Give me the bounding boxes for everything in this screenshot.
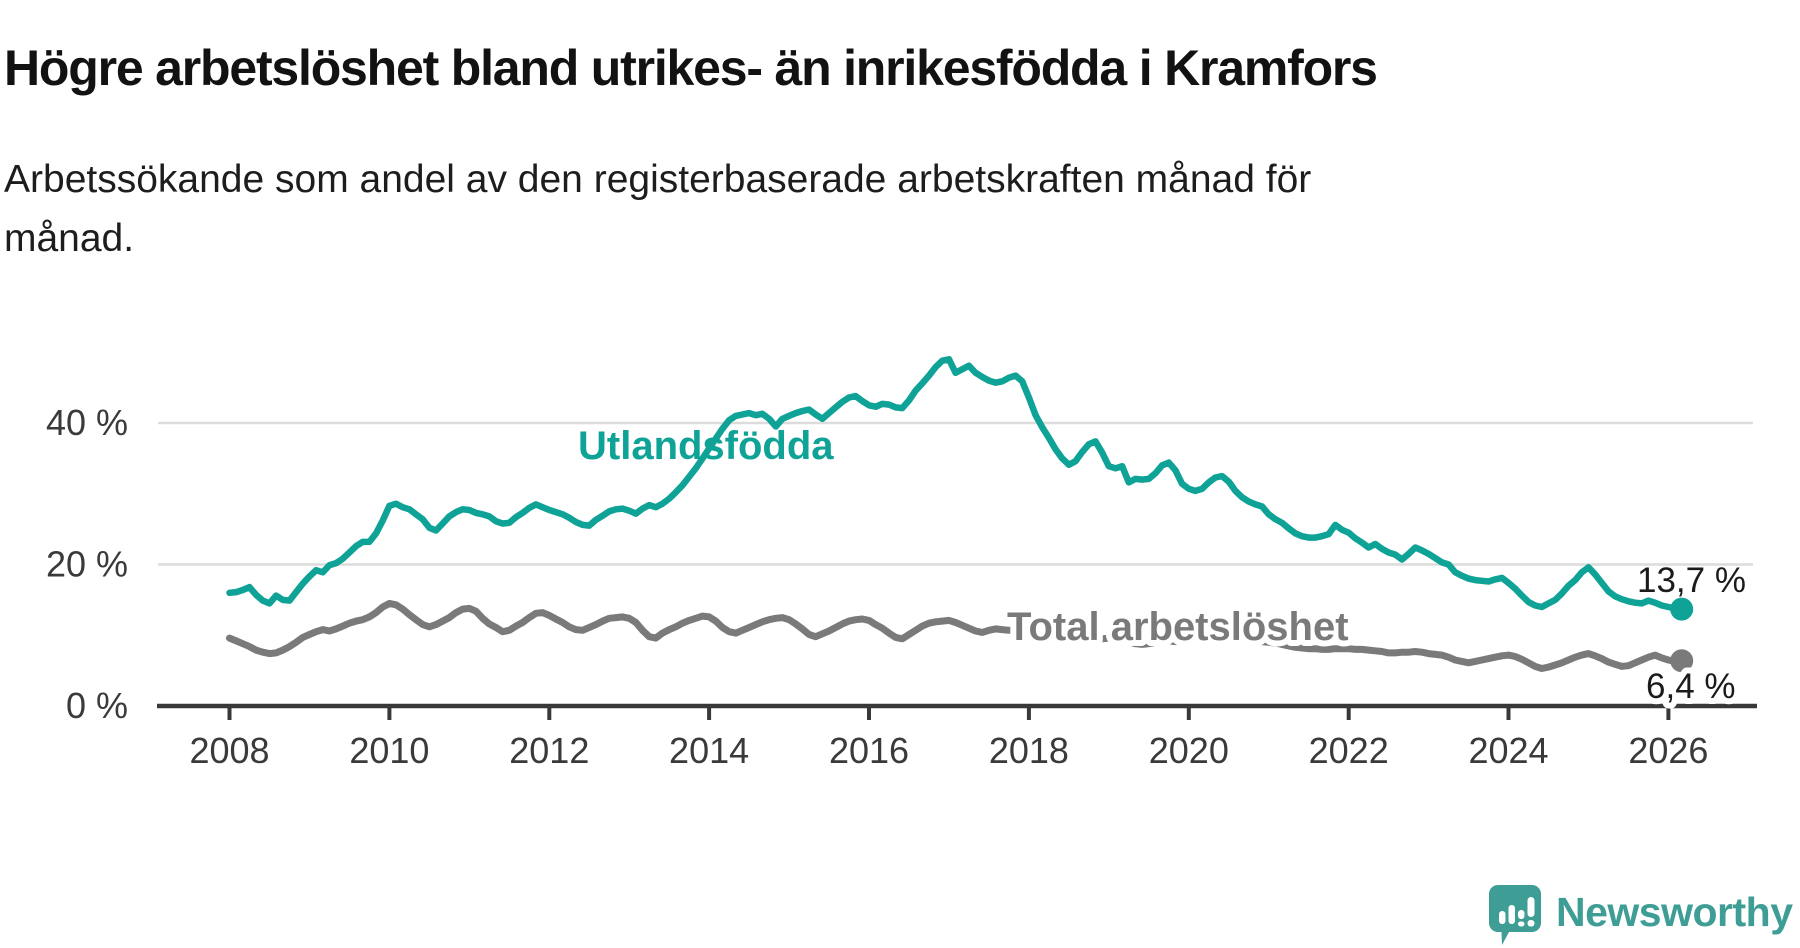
y-axis-label: 0 % [66, 685, 128, 726]
series-end-dot-utlandsfodda [1670, 597, 1694, 621]
page-title: Högre arbetslöshet bland utrikes- än inr… [4, 39, 1378, 96]
end-value-label-total: 6,4 % [1646, 667, 1736, 706]
x-axis-label: 2008 [189, 730, 269, 771]
x-axis-label: 2022 [1309, 730, 1389, 771]
series-line-total-arbetsloshet [226, 599, 1686, 672]
x-axis-label: 2020 [1149, 730, 1229, 771]
y-axis-label: 20 % [46, 544, 128, 585]
x-axis-label: 2026 [1628, 730, 1708, 771]
end-value-label-utlandsfodda: 13,7 % [1637, 561, 1746, 600]
x-axis-label: 2010 [349, 730, 429, 771]
subtitle-line-1: Arbetssökande som andel av den registerb… [4, 158, 1312, 201]
series-label-total-arbetsloshet: Total arbetslöshet [1007, 605, 1349, 649]
series-lines [226, 356, 1694, 673]
subtitle-line-2: månad. [4, 216, 135, 260]
x-axis: 2008 2010 2012 2014 2016 2018 2020 2022 2024 2026 [157, 703, 1757, 771]
x-axis-label: 2024 [1468, 730, 1548, 771]
chart-subtitle: Arbetssökande som andel av den registerb… [4, 151, 1484, 268]
newsworthy-logo: Newsworthy [1488, 884, 1793, 946]
series-line-utlandsfodda [226, 356, 1685, 613]
x-axis-label: 2014 [669, 730, 749, 771]
x-axis-label: 2016 [829, 730, 909, 771]
newsworthy-logo-icon [1489, 885, 1541, 945]
x-axis-label: 2012 [509, 730, 589, 771]
y-axis-label: 40 % [46, 402, 128, 443]
newsworthy-logo-text: Newsworthy [1556, 888, 1793, 935]
gridlines: 0 % 20 % 40 % [46, 402, 1753, 726]
x-axis-label: 2018 [989, 730, 1069, 771]
series-label-utlandsfodda: Utlandsfödda [578, 424, 834, 468]
series-end-dot-total-arbetsloshet [1670, 649, 1694, 673]
